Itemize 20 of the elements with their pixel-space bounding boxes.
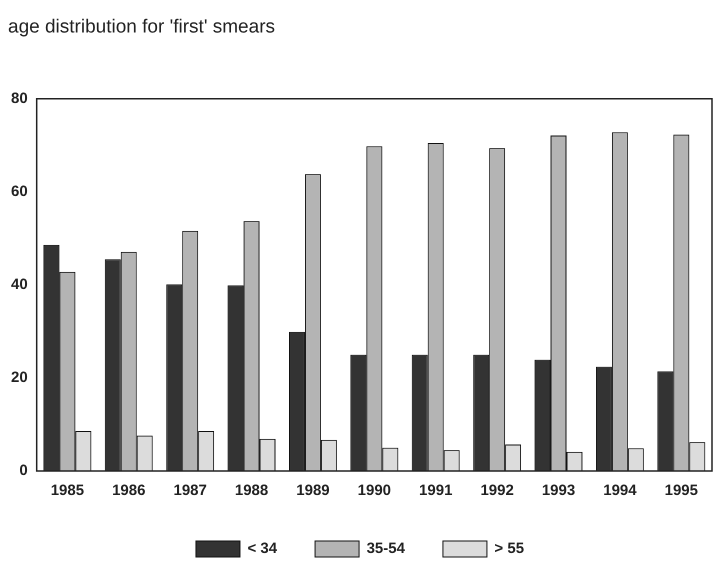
chart-title: age distribution for 'first' smears <box>8 16 276 38</box>
x-tick-label: 1989 <box>296 482 330 500</box>
y-tick-label: 80 <box>10 90 28 107</box>
legend-label: 35-54 <box>366 540 406 558</box>
x-tick-label: 1988 <box>234 482 268 500</box>
y-tick-label: 40 <box>10 276 28 294</box>
x-tick-label: 1986 <box>112 482 146 500</box>
y-tick-label: 0 <box>19 462 28 480</box>
legend-label: < 34 <box>247 540 278 558</box>
legend-label: > 55 <box>494 540 524 558</box>
x-tick-label: 1985 <box>50 482 84 500</box>
x-tick-label: 1994 <box>603 482 638 500</box>
x-tick-label: 1993 <box>542 482 576 500</box>
x-tick-label: 1990 <box>358 482 392 500</box>
y-tick-label: 20 <box>10 369 28 386</box>
y-tick-label: 60 <box>10 182 28 200</box>
x-tick-label: 1991 <box>419 482 452 500</box>
x-tick-label: 1987 <box>173 482 207 500</box>
x-tick-label: 1995 <box>664 482 698 500</box>
x-tick-label: 1992 <box>480 482 514 500</box>
